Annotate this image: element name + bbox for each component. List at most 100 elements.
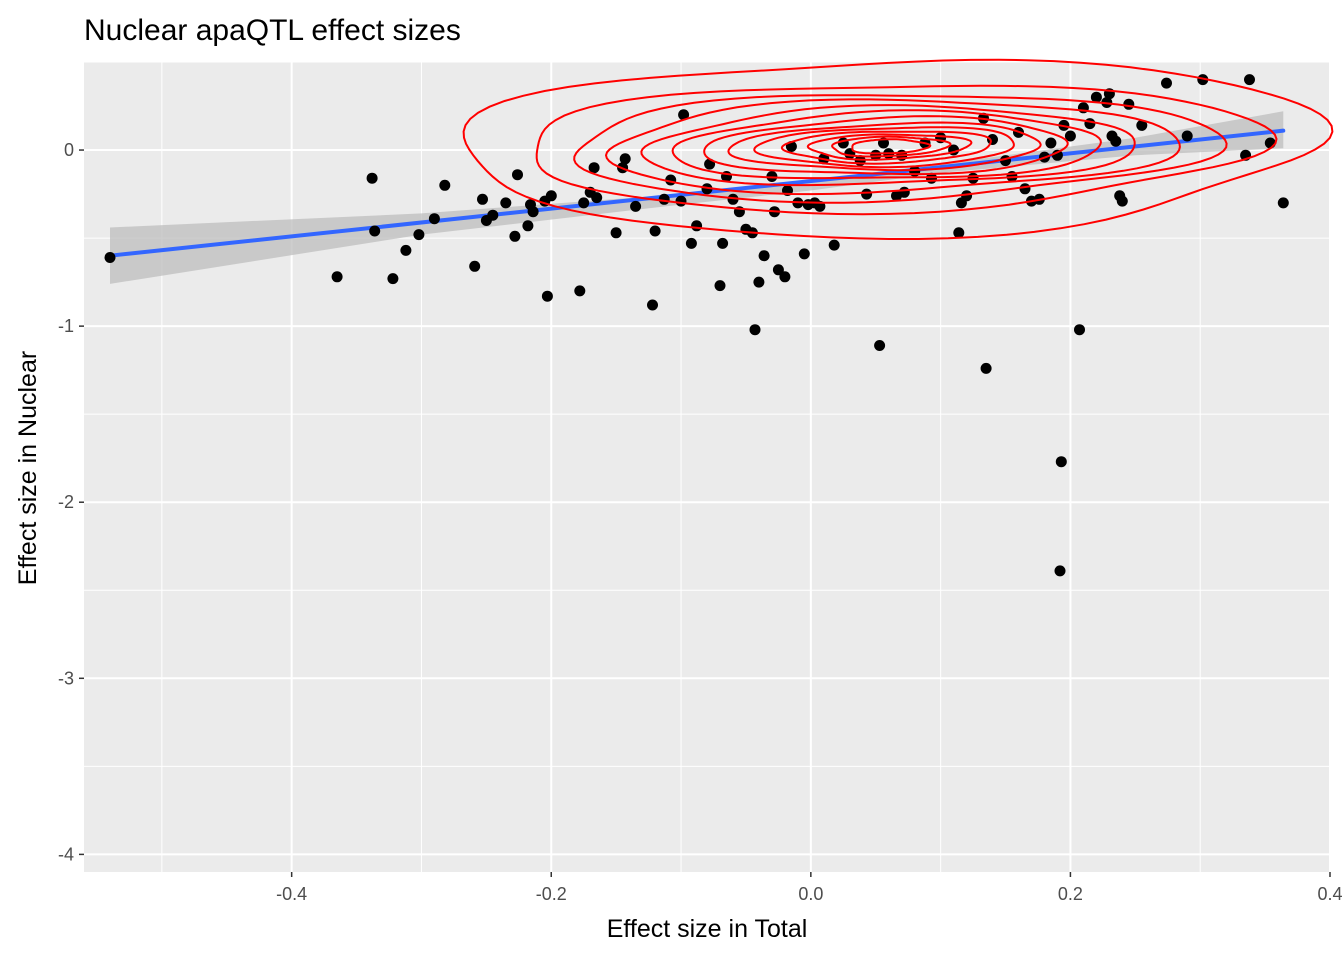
x-tick-label: 0.2 xyxy=(1058,884,1083,904)
density-contour xyxy=(831,135,952,158)
data-point xyxy=(1244,74,1255,86)
density-contour xyxy=(573,94,1228,204)
x-tick-label: 0.0 xyxy=(798,884,823,904)
data-point xyxy=(1277,197,1289,209)
data-point xyxy=(574,285,586,297)
data-point xyxy=(1019,183,1031,195)
data-point xyxy=(1110,135,1122,147)
data-point xyxy=(469,260,481,272)
data-point xyxy=(545,190,557,202)
data-point xyxy=(610,227,622,239)
data-point xyxy=(1064,130,1076,142)
data-point xyxy=(619,153,631,165)
data-point xyxy=(522,220,534,232)
data-point xyxy=(691,220,703,232)
data-point xyxy=(1116,195,1128,207)
data-point xyxy=(400,244,412,256)
data-point xyxy=(331,271,343,283)
data-point xyxy=(369,225,381,237)
data-point xyxy=(828,239,840,251)
density-contour xyxy=(753,126,1015,169)
data-point xyxy=(1197,74,1209,86)
data-point xyxy=(1181,130,1193,142)
data-point xyxy=(758,250,770,262)
data-point xyxy=(678,109,690,121)
data-point xyxy=(387,273,399,285)
data-point xyxy=(798,248,810,260)
density-contour-layer xyxy=(462,58,1334,240)
data-point xyxy=(980,362,992,374)
density-contour xyxy=(640,104,1136,187)
data-point xyxy=(717,237,729,249)
density-contour xyxy=(604,98,1181,196)
data-point xyxy=(714,280,726,292)
data-point xyxy=(477,193,488,205)
y-tick-label: -1 xyxy=(58,316,74,336)
confidence-band xyxy=(110,111,1284,284)
data-point xyxy=(961,190,973,202)
data-point xyxy=(487,209,499,221)
data-point xyxy=(898,186,910,198)
data-point xyxy=(1136,119,1148,131)
x-tick-label: 0.4 xyxy=(1317,884,1342,904)
y-axis-title: Effect size in Nuclear xyxy=(14,351,42,585)
density-contour xyxy=(806,133,973,161)
data-point xyxy=(439,179,451,191)
data-point xyxy=(753,276,765,288)
data-point xyxy=(772,264,784,276)
data-point xyxy=(675,195,687,207)
data-point xyxy=(578,197,590,209)
data-point xyxy=(588,162,600,174)
x-tick-label: -0.4 xyxy=(276,884,307,904)
data-point xyxy=(1084,118,1096,130)
data-point xyxy=(630,200,642,212)
density-contour xyxy=(462,58,1334,240)
data-point xyxy=(727,193,739,205)
data-point xyxy=(1055,456,1067,468)
y-tick-label: -4 xyxy=(58,844,74,864)
confidence-band-layer xyxy=(110,111,1284,284)
data-point xyxy=(541,290,553,302)
data-point xyxy=(413,229,425,241)
data-point xyxy=(1161,77,1172,89)
data-point xyxy=(104,252,116,263)
y-axis: -4 -3 -2 -1 0 xyxy=(58,140,84,864)
data-point xyxy=(509,230,521,242)
data-point xyxy=(591,192,603,204)
data-point xyxy=(749,324,761,336)
density-contour xyxy=(780,130,992,165)
data-point xyxy=(366,172,378,184)
data-point xyxy=(1123,98,1135,110)
data-point xyxy=(685,237,697,249)
x-tick-label: -0.2 xyxy=(536,884,567,904)
y-tick-label: -3 xyxy=(58,668,74,688)
data-point xyxy=(861,188,873,200)
data-point xyxy=(658,193,670,205)
density-contour xyxy=(851,138,932,155)
density-contour xyxy=(703,115,1069,176)
y-tick-label: -2 xyxy=(58,492,74,512)
data-point xyxy=(779,271,791,283)
data-point xyxy=(428,213,440,225)
data-point xyxy=(1054,565,1066,577)
data-point xyxy=(1264,137,1276,149)
data-point xyxy=(987,134,998,145)
data-point xyxy=(874,340,886,351)
data-point xyxy=(649,225,661,237)
data-point xyxy=(527,206,539,218)
data-point xyxy=(647,299,658,311)
chart-title: Nuclear apaQTL effect sizes xyxy=(84,14,461,47)
data-point xyxy=(500,197,512,209)
data-point xyxy=(953,227,965,239)
density-contour xyxy=(671,109,1102,180)
data-point xyxy=(1045,137,1057,149)
data-point xyxy=(1090,91,1102,103)
x-axis-title: Effect size in Total xyxy=(607,915,808,943)
x-axis: -0.4 -0.2 0.0 0.2 0.4 xyxy=(276,872,1343,904)
y-tick-label: 0 xyxy=(64,140,74,160)
data-point xyxy=(512,169,523,181)
density-contour xyxy=(535,84,1278,216)
data-point xyxy=(1074,324,1085,336)
data-point xyxy=(837,137,849,149)
